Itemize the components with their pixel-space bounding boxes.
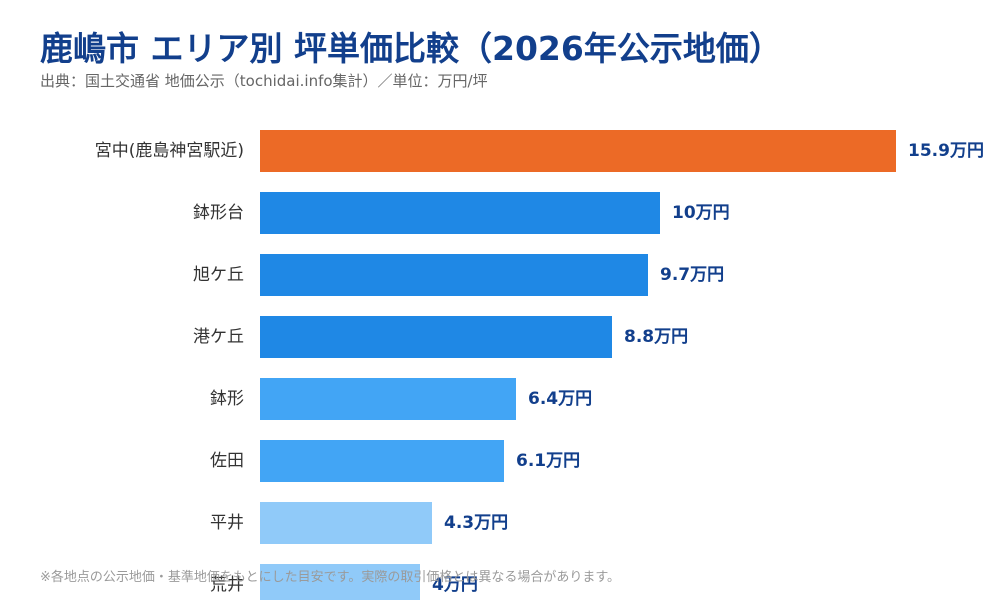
bar <box>260 502 432 544</box>
value-label: 10万円 <box>672 203 730 223</box>
category-label: 荒井 <box>210 575 244 595</box>
category-label: 旭ケ丘 <box>193 265 244 285</box>
value-label: 8.8万円 <box>624 327 688 347</box>
category-label: 港ケ丘 <box>193 327 244 347</box>
category-label: 平井 <box>210 513 244 533</box>
footnote: ※各地点の公示地価・基準地価をもとにした目安です。実際の取引価格とは異なる場合が… <box>40 570 621 585</box>
bar <box>260 130 896 172</box>
category-label: 鉢形 <box>210 389 244 409</box>
value-label: 6.4万円 <box>528 389 592 409</box>
category-label: 宮中(鹿島神宮駅近) <box>95 141 244 161</box>
bar <box>260 254 648 296</box>
value-label: 6.1万円 <box>516 451 580 471</box>
category-label: 鉢形台 <box>193 203 244 223</box>
chart-title: 鹿嶋市 エリア別 坪単価比較（2026年公示地価） <box>40 29 782 68</box>
value-label: 4.3万円 <box>444 513 508 533</box>
value-label: 4万円 <box>432 575 478 595</box>
value-label: 9.7万円 <box>660 265 724 285</box>
bar <box>260 440 504 482</box>
bar <box>260 192 660 234</box>
value-label: 15.9万円 <box>908 141 984 161</box>
bar <box>260 564 420 600</box>
category-label: 佐田 <box>210 451 244 471</box>
chart-subtitle: 出典：国土交通省 地価公示（tochidai.info集計）／単位：万円/坪 <box>40 72 488 90</box>
bar <box>260 316 612 358</box>
bar <box>260 378 516 420</box>
